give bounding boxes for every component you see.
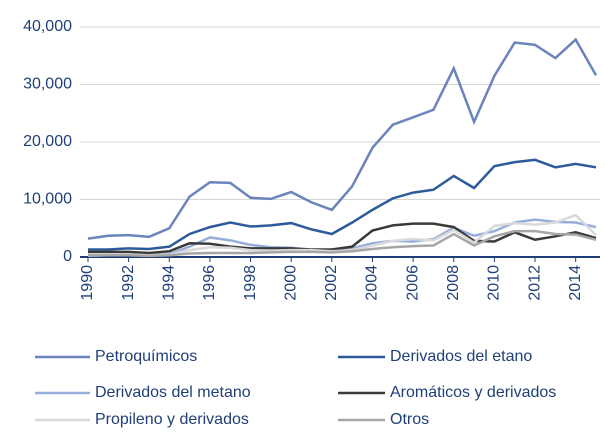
legend-label: Propileno y derivados xyxy=(95,411,249,428)
y-tick-label: 20,000 xyxy=(23,133,72,150)
x-tick-label: 2012 xyxy=(526,265,543,301)
legend-label: Aromáticos y derivados xyxy=(390,384,556,401)
y-tick-label: 0 xyxy=(63,248,72,265)
x-tick-label: 2014 xyxy=(567,265,584,301)
legend-label: Otros xyxy=(390,411,429,428)
series-line xyxy=(87,37,598,240)
series-line xyxy=(88,229,597,258)
x-tick-label: 2004 xyxy=(364,265,381,301)
legend-label: Derivados del etano xyxy=(390,348,532,365)
x-tick-label: 2010 xyxy=(486,265,503,301)
x-tick-label: 2002 xyxy=(323,265,340,301)
x-tick-label: 1994 xyxy=(160,265,177,301)
x-tick-label: 1996 xyxy=(201,265,218,301)
legend-label: Derivados del metano xyxy=(95,384,251,401)
series-line xyxy=(88,158,597,251)
y-tick-label: 10,000 xyxy=(23,191,72,208)
x-tick-label: 2000 xyxy=(282,265,299,301)
x-tick-label: 1990 xyxy=(79,265,96,301)
y-tick-label: 40,000 xyxy=(23,18,72,35)
x-tick-label: 2008 xyxy=(445,265,462,301)
legend-label: Petroquímicos xyxy=(95,348,197,365)
x-tick-label: 1992 xyxy=(120,265,137,301)
y-tick-label: 30,000 xyxy=(23,76,72,93)
series-line xyxy=(88,222,597,255)
x-tick-label: 2006 xyxy=(404,265,421,301)
x-tick-label: 1998 xyxy=(242,265,259,301)
